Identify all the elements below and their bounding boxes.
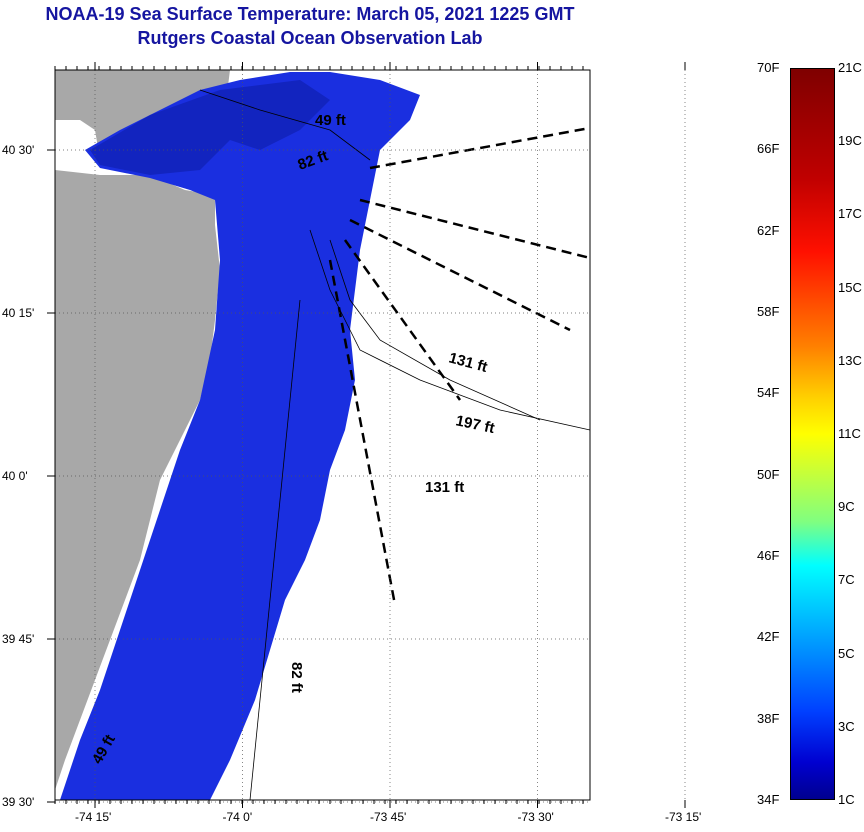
sst-water [60, 72, 420, 800]
colorbar-c-label: 15C [838, 279, 862, 295]
colorbar-f-label: 58F [757, 304, 780, 319]
colorbar-c-label: 5C [838, 645, 855, 661]
lat-tick-label: 39 30' [2, 795, 35, 809]
colorbar-f-label: 34F [757, 792, 780, 807]
lat-tick-label: 40 30' [2, 143, 35, 157]
contour-label: 49 ft [315, 112, 346, 129]
dashed-transect-lines [328, 126, 591, 606]
lon-tick-label: -73 15' [665, 810, 702, 824]
map-frame [54, 69, 591, 801]
lat-tick-label: 39 45' [2, 632, 35, 646]
lon-tick-label: -73 30' [517, 810, 554, 824]
colorbar-c-label: 17C [838, 206, 862, 222]
colorbar-f-label: 62F [757, 222, 780, 238]
colorbar-f-label: 66F [757, 141, 780, 157]
lon-tick-label: -74 15' [75, 810, 112, 824]
colorbar-c-label: 3C [838, 718, 855, 734]
colorbar-f-label: 50F [757, 466, 780, 482]
sst-water-dark [90, 80, 330, 175]
lon-tick-label: -74 0' [222, 810, 253, 824]
map-subtitle: Rutgers Coastal Ocean Observation Lab [137, 28, 483, 48]
colorbar-c-label: 11C [838, 426, 861, 441]
colorbar-c-label: 19C [838, 133, 862, 149]
bathymetry-contours [199, 89, 591, 801]
colorbar-c-label: 1C [838, 792, 855, 807]
colorbar-f-label: 38F [757, 710, 780, 726]
lon-tick-label: -73 45' [370, 810, 407, 824]
colorbar-f-label: 54F [757, 385, 780, 401]
colorbar-f-label: 42F [757, 629, 780, 645]
colorbar-c-label: 13C [838, 352, 862, 368]
land-area [55, 70, 230, 790]
colorbar-f-label: 46F [757, 548, 780, 563]
lat-tick-label: 40 15' [2, 306, 35, 320]
map-title: NOAA-19 Sea Surface Temperature: March 0… [45, 4, 575, 24]
contour-label: 131 ft [425, 479, 464, 496]
colorbar-f-label: 70F [757, 60, 780, 75]
lat-tick-label: 40 0' [2, 469, 28, 483]
colorbar [790, 68, 835, 800]
colorbar-c-label: 9C [838, 499, 855, 515]
contour-label: 82 ft [288, 662, 305, 693]
colorbar-c-label: 7C [838, 572, 855, 588]
colorbar-c-label: 21C [838, 60, 862, 75]
